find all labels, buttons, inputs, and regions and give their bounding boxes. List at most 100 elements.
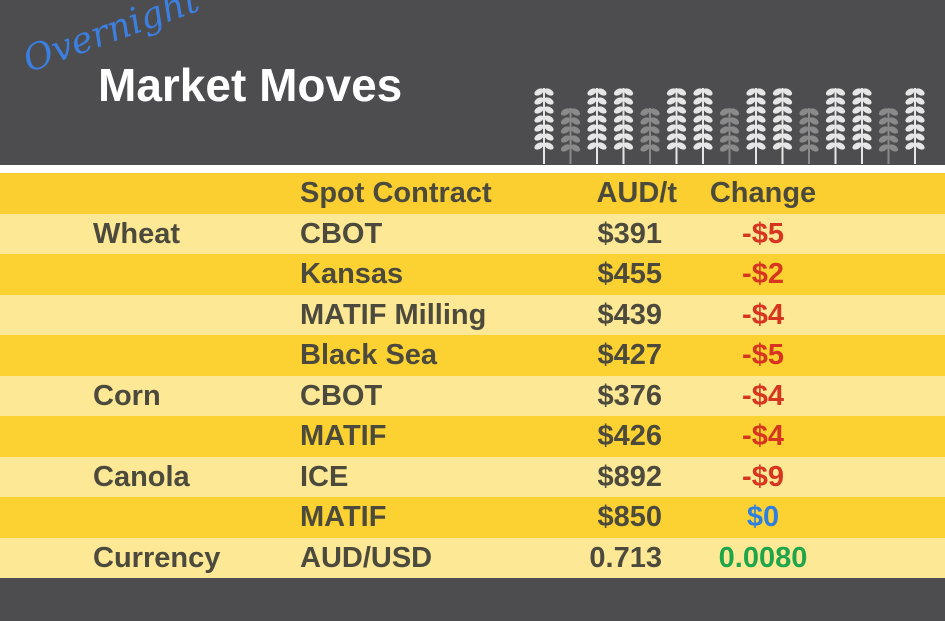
wheat-stalk: [862, 124, 872, 132]
wheat-stalk: [825, 106, 836, 114]
wheat-stalk: [623, 97, 634, 105]
wheat-stalk: [534, 97, 544, 105]
wheat-stalk: [613, 88, 624, 96]
wheat-stalk: [782, 133, 793, 141]
contract: MATIF: [300, 420, 387, 452]
wheat-stalk: [544, 97, 554, 105]
wheat-stalk: [835, 115, 846, 123]
wheat-stalk: [729, 144, 740, 152]
wheat-stalk: [772, 97, 783, 105]
wheat-stalk: [703, 115, 713, 123]
wheat-stalk: [746, 142, 756, 150]
wheat-stalk: [782, 88, 793, 96]
wheat-stalk: [693, 88, 703, 96]
wheat-stalk: [888, 144, 899, 152]
wheat-stalk: [676, 88, 687, 96]
wheat-stalk: [782, 115, 793, 123]
price: 0.713: [589, 541, 662, 574]
wheat-stalk: [650, 117, 660, 125]
change: -$4: [742, 298, 784, 331]
wheat-stalk: [666, 124, 677, 132]
commodity: Wheat: [93, 217, 180, 250]
wheat-stalk: [835, 133, 846, 141]
table-row: [0, 537, 945, 578]
wheat-stalk: [570, 108, 581, 116]
wheat-stalk: [666, 133, 677, 141]
wheat-stalk: [597, 142, 607, 150]
table-row: [0, 497, 945, 538]
wheat-stalk: [756, 106, 766, 114]
wheat-stalk: [534, 115, 544, 123]
wheat-stalk: [666, 115, 677, 123]
wheat-stalk: [756, 133, 766, 141]
wheat-stalk: [560, 126, 571, 134]
wheat-stalk: [772, 115, 783, 123]
wheat-stalk: [888, 117, 899, 125]
wheat-stalk: [799, 126, 809, 134]
column-header: AUD/t: [596, 177, 677, 209]
wheat-stalk: [693, 97, 703, 105]
wheat-stalk: [587, 142, 597, 150]
wheat-stalk: [613, 106, 624, 114]
contract: ICE: [300, 460, 349, 493]
wheat-stalk: [825, 115, 836, 123]
wheat-stalk: [772, 88, 783, 96]
wheat-stalk: [623, 88, 634, 96]
wheat-stalk: [640, 117, 650, 125]
wheat-stalk: [782, 106, 793, 114]
header-row: [0, 173, 945, 214]
wheat-decoration: [534, 88, 925, 164]
wheat-stalk: [835, 124, 846, 132]
wheat-stalk: [799, 117, 809, 125]
wheat-stalk: [835, 88, 846, 96]
wheat-stalk: [597, 115, 607, 123]
table-row: [0, 213, 945, 254]
wheat-stalk: [756, 97, 766, 105]
wheat-stalk: [560, 135, 571, 143]
wheat-stalk: [666, 88, 677, 96]
wheat-stalk: [676, 142, 687, 150]
wheat-stalk: [825, 88, 836, 96]
wheat-stalk: [693, 142, 703, 150]
wheat-stalk: [676, 97, 687, 105]
wheat-stalk: [703, 133, 713, 141]
wheat-stalk: [809, 126, 819, 134]
wheat-stalk: [534, 133, 544, 141]
change: -$2: [742, 258, 784, 290]
price: $426: [597, 420, 662, 452]
table-row: [0, 375, 945, 416]
change: -$5: [742, 339, 784, 371]
wheat-stalk: [852, 97, 862, 105]
wheat-stalk: [915, 133, 925, 141]
wheat-stalk: [862, 115, 872, 123]
change: $0: [746, 501, 780, 533]
change: -$4: [742, 379, 784, 412]
wheat-stalk: [650, 108, 660, 116]
wheat-stalk: [729, 126, 740, 134]
price: $439: [597, 298, 662, 331]
wheat-stalk: [544, 88, 554, 96]
wheat-stalk: [719, 108, 730, 116]
wheat-stalk: [905, 106, 915, 114]
wheat-stalk: [570, 126, 581, 134]
wheat-stalk: [905, 88, 915, 96]
wheat-stalk: [597, 88, 607, 96]
wheat-stalk: [623, 142, 634, 150]
wheat-stalk: [650, 135, 660, 143]
change: -$4: [742, 420, 784, 452]
wheat-stalk: [587, 97, 597, 105]
wheat-stalk: [905, 142, 915, 150]
wheat-stalk: [915, 142, 925, 150]
table-row: [0, 416, 945, 457]
wheat-stalk: [878, 126, 889, 134]
wheat-stalk: [809, 135, 819, 143]
wheat-stalk: [729, 135, 740, 143]
wheat-stalk: [852, 115, 862, 123]
wheat-stalk: [799, 135, 809, 143]
header-title: Market Moves: [98, 59, 403, 111]
wheat-stalk: [703, 106, 713, 114]
change: -$9: [742, 460, 784, 493]
wheat-stalk: [597, 97, 607, 105]
price: $376: [597, 379, 662, 412]
wheat-stalk: [915, 97, 925, 105]
